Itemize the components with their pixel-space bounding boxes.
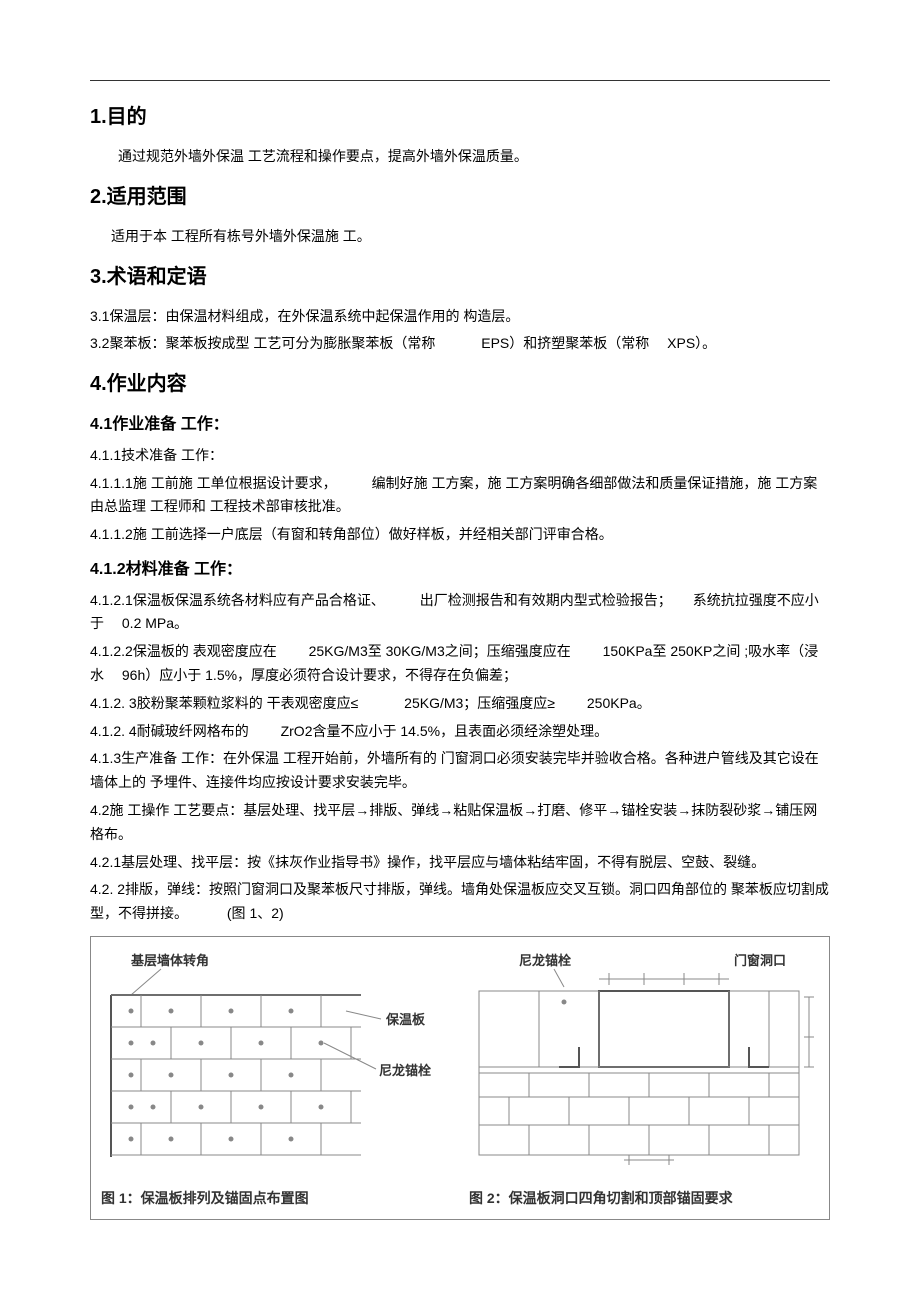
- section-4-1-2-2: 4.1.2.2保温板的 表观密度应在 25KG/M3至 30KG/M3之间；压缩…: [90, 640, 830, 688]
- fig2-caption: 图 2：保温板洞口四角切割和顶部锚固要求: [469, 1187, 819, 1209]
- divider: [90, 80, 830, 81]
- section-4-1-2-1: 4.1.2.1保温板保温系统各材料应有产品合格证、 出厂检测报告和有效期内型式检…: [90, 589, 830, 637]
- section-3-p1: 3.1保温层：由保温材料组成，在外保温系统中起保温作用的 构造层。: [90, 305, 830, 329]
- figure-1: 基层墙体转角: [101, 947, 449, 1209]
- fig1-annot3: 尼龙锚栓: [379, 1063, 431, 1078]
- section-3-p2: 3.2聚苯板：聚苯板按成型 工艺可分为膨胀聚苯板（常称 EPS）和挤塑聚苯板（常…: [90, 332, 830, 356]
- section-4-2-2: 4.2. 2排版，弹线：按照门窗洞口及聚苯板尺寸排版，弹线。墙角处保温板应交叉互…: [90, 878, 830, 926]
- section-4-2-1: 4.2.1基层处理、找平层：按《抹灰作业指导书》操作，找平层应与墙体粘结牢固，不…: [90, 851, 830, 875]
- fig1-annot2: 保温板: [385, 1012, 426, 1027]
- figure-2: 尼龙锚栓 门窗洞口: [469, 947, 819, 1209]
- fig2-annot1: 尼龙锚栓: [519, 953, 571, 968]
- section-4-1-1-title: 4.1.1技术准备 工作：: [90, 444, 830, 468]
- fig1-caption: 图 1：保温板排列及锚固点布置图: [101, 1187, 449, 1209]
- section-4-1-1-2: 4.1.1.2施 工前选择一户底层（有窗和转角部位）做好样板，并经相关部门评审合…: [90, 523, 830, 547]
- section-2-body: 适用于本 工程所有栋号外墙外保温施 工。: [90, 225, 830, 249]
- section-4-1-2-title: 4.1.2材料准备 工作：: [90, 557, 830, 583]
- fig2-annot2: 门窗洞口: [734, 953, 786, 968]
- section-1-body: 通过规范外墙外保温 工艺流程和操作要点，提高外墙外保温质量。: [90, 145, 830, 169]
- section-1-title: 1.目的: [90, 101, 830, 133]
- section-4-1-3: 4.1.3生产准备 工作：在外保温 工程开始前，外墙所有的 门窗洞口必须安装完毕…: [90, 747, 830, 795]
- figures-container: 基层墙体转角: [90, 936, 830, 1220]
- section-4-2-p1: 4.2施 工操作 工艺要点：基层处理、找平层→排版、弹线→粘贴保温板→打磨、修平…: [90, 799, 830, 847]
- section-3-title: 3.术语和定语: [90, 261, 830, 293]
- section-4-1-1-1: 4.1.1.1施 工前施 工单位根据设计要求， 编制好施 工方案，施 工方案明确…: [90, 472, 830, 520]
- section-4-1-title: 4.1作业准备 工作：: [90, 412, 830, 438]
- figure-2-svg: 尼龙锚栓 门窗洞口: [469, 947, 819, 1177]
- fig1-annot1: 基层墙体转角: [130, 953, 209, 968]
- figure-1-svg: 基层墙体转角: [101, 947, 441, 1177]
- section-4-1-2-4: 4.1.2. 4耐碱玻纤网格布的 ZrO2含量不应小于 14.5%，且表面必须经…: [90, 720, 830, 744]
- section-4-title: 4.作业内容: [90, 368, 830, 400]
- section-2-title: 2.适用范围: [90, 181, 830, 213]
- section-4-1-2-3: 4.1.2. 3胶粉聚苯颗粒浆料的 干表观密度应≤ 25KG/M3；压缩强度应≥…: [90, 692, 830, 716]
